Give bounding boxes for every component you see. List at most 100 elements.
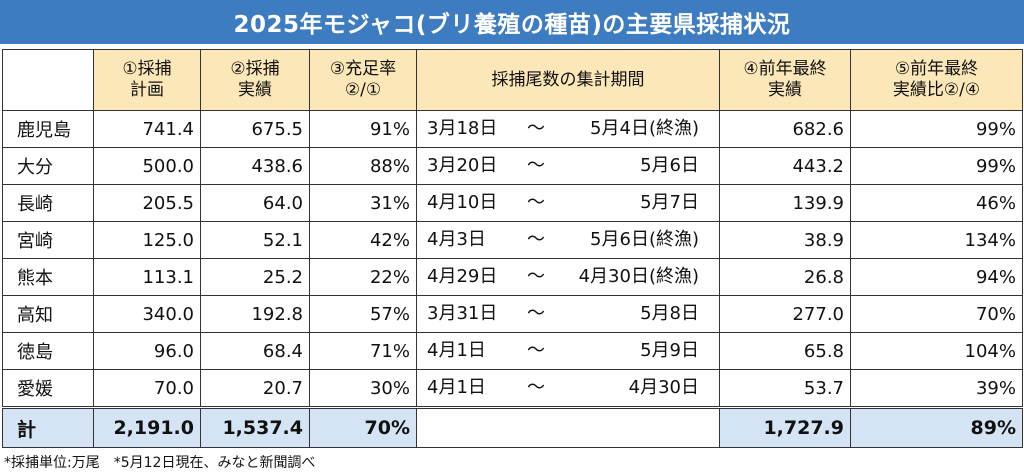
prev-cell: 26.8	[719, 258, 851, 296]
total-rate: 70%	[309, 406, 417, 448]
total-prev: 1,727.9	[719, 406, 851, 448]
period-tilde: ～	[527, 303, 545, 324]
prefecture-cell: 愛媛	[2, 369, 94, 408]
period-end: 5月8日	[640, 303, 699, 324]
period-tilde: ～	[527, 192, 545, 213]
plan-cell: 340.0	[93, 295, 201, 333]
plan-cell: 125.0	[93, 221, 201, 259]
header-corner	[2, 49, 94, 111]
period-tilde: ～	[527, 340, 545, 361]
period-cell: 3月18日 ～ 5月4日(終漁)	[416, 110, 720, 148]
plan-cell: 205.5	[93, 184, 201, 222]
catch-cell: 68.4	[200, 332, 310, 370]
ratio-cell: 94%	[850, 258, 1023, 296]
rate-cell: 71%	[309, 332, 417, 370]
period-wrap: 4月10日 ～ 5月7日	[418, 186, 719, 221]
rate-cell: 88%	[309, 147, 417, 185]
table-row: 熊本 113.1 25.2 22% 4月29日 ～ 4月30日(終漁) 26.8 94%	[2, 258, 1023, 296]
plan-cell: 70.0	[93, 369, 201, 408]
rate-cell: 91%	[309, 110, 417, 148]
catch-cell: 25.2	[200, 258, 310, 296]
prev-cell: 443.2	[719, 147, 851, 185]
plan-cell: 741.4	[93, 110, 201, 148]
rate-cell: 57%	[309, 295, 417, 333]
period-start: 4月1日	[427, 340, 486, 361]
prev-cell: 139.9	[719, 184, 851, 222]
period-cell: 3月31日 ～ 5月8日	[416, 295, 720, 333]
period-start: 4月3日	[427, 229, 486, 250]
period-tilde: ～	[527, 155, 545, 176]
total-plan: 2,191.0	[93, 406, 201, 448]
ratio-cell: 104%	[850, 332, 1023, 370]
prev-cell: 682.6	[719, 110, 851, 148]
prefecture-cell: 長崎	[2, 184, 94, 222]
header-plan: ①採捕 計画	[93, 49, 201, 111]
total-period-empty	[416, 406, 720, 448]
prev-cell: 38.9	[719, 221, 851, 259]
header-catch: ②採捕 実績	[200, 49, 310, 111]
catch-cell: 64.0	[200, 184, 310, 222]
table-row: 高知 340.0 192.8 57% 3月31日 ～ 5月8日 277.0 70%	[2, 295, 1023, 333]
period-cell: 4月29日 ～ 4月30日(終漁)	[416, 258, 720, 296]
plan-cell: 113.1	[93, 258, 201, 296]
period-cell: 3月20日 ～ 5月6日	[416, 147, 720, 185]
period-tilde: ～	[527, 266, 545, 287]
prev-cell: 65.8	[719, 332, 851, 370]
header-period: 採捕尾数の集計期間	[416, 49, 720, 111]
ratio-cell: 39%	[850, 369, 1023, 408]
period-cell: 4月1日 ～ 4月30日	[416, 369, 720, 408]
plan-cell: 96.0	[93, 332, 201, 370]
catch-cell: 20.7	[200, 369, 310, 408]
period-wrap: 4月1日 ～ 5月9日	[418, 334, 719, 369]
footnote: *採捕単位:万尾 *5月12日現在、みなと新聞調べ	[4, 455, 316, 471]
table-row: 宮崎 125.0 52.1 42% 4月3日 ～ 5月6日(終漁) 38.9 134%	[2, 221, 1023, 259]
period-end: 5月9日	[640, 340, 699, 361]
period-wrap: 3月31日 ～ 5月8日	[418, 297, 719, 332]
period-start: 4月1日	[427, 377, 486, 398]
prefecture-cell: 高知	[2, 295, 94, 333]
prefecture-cell: 徳島	[2, 332, 94, 370]
table-row: 長崎 205.5 64.0 31% 4月10日 ～ 5月7日 139.9 46%	[2, 184, 1023, 222]
prev-cell: 277.0	[719, 295, 851, 333]
period-end: 4月30日(終漁)	[578, 266, 699, 287]
rate-cell: 31%	[309, 184, 417, 222]
period-wrap: 3月18日 ～ 5月4日(終漁)	[418, 112, 719, 147]
period-cell: 4月10日 ～ 5月7日	[416, 184, 720, 222]
plan-cell: 500.0	[93, 147, 201, 185]
catch-cell: 438.6	[200, 147, 310, 185]
period-wrap: 4月29日 ～ 4月30日(終漁)	[418, 260, 719, 295]
ratio-cell: 99%	[850, 110, 1023, 148]
table-row: 愛媛 70.0 20.7 30% 4月1日 ～ 4月30日 53.7 39%	[2, 369, 1023, 408]
period-end: 5月7日	[640, 192, 699, 213]
period-start: 3月20日	[427, 155, 498, 176]
period-wrap: 4月3日 ～ 5月6日(終漁)	[418, 223, 719, 258]
period-cell: 4月3日 ～ 5月6日(終漁)	[416, 221, 720, 259]
prefecture-cell: 宮崎	[2, 221, 94, 259]
period-wrap: 3月20日 ～ 5月6日	[418, 149, 719, 184]
prefecture-cell: 大分	[2, 147, 94, 185]
period-end: 5月4日(終漁)	[590, 118, 699, 139]
period-wrap: 4月1日 ～ 4月30日	[418, 371, 719, 407]
prefecture-cell: 熊本	[2, 258, 94, 296]
table-row: 徳島 96.0 68.4 71% 4月1日 ～ 5月9日 65.8 104%	[2, 332, 1023, 370]
rate-cell: 22%	[309, 258, 417, 296]
total-catch: 1,537.4	[200, 406, 310, 448]
catch-table: ①採捕 計画 ②採捕 実績 ③充足率 ②/① 採捕尾数の集計期間 ④前年最終 実績 ⑤前…	[2, 49, 1023, 448]
ratio-cell: 99%	[850, 147, 1023, 185]
ratio-cell: 70%	[850, 295, 1023, 333]
period-tilde: ～	[527, 377, 545, 398]
page-title: 2025年モジャコ(ブリ養殖の種苗)の主要県採捕状況	[0, 0, 1024, 44]
table-row: 大分 500.0 438.6 88% 3月20日 ～ 5月6日 443.2 99%	[2, 147, 1023, 185]
total-ratio: 89%	[850, 406, 1023, 448]
period-end: 4月30日	[628, 377, 699, 398]
header-prev: ④前年最終 実績	[719, 49, 851, 111]
period-cell: 4月1日 ～ 5月9日	[416, 332, 720, 370]
header-row: ①採捕 計画 ②採捕 実績 ③充足率 ②/① 採捕尾数の集計期間 ④前年最終 実績 ⑤前…	[2, 49, 1023, 111]
catch-cell: 675.5	[200, 110, 310, 148]
table-row: 鹿児島 741.4 675.5 91% 3月18日 ～ 5月4日(終漁) 682.6 99%	[2, 110, 1023, 148]
ratio-cell: 46%	[850, 184, 1023, 222]
period-tilde: ～	[527, 229, 545, 250]
period-start: 3月31日	[427, 303, 498, 324]
rate-cell: 30%	[309, 369, 417, 408]
header-rate: ③充足率 ②/①	[309, 49, 417, 111]
